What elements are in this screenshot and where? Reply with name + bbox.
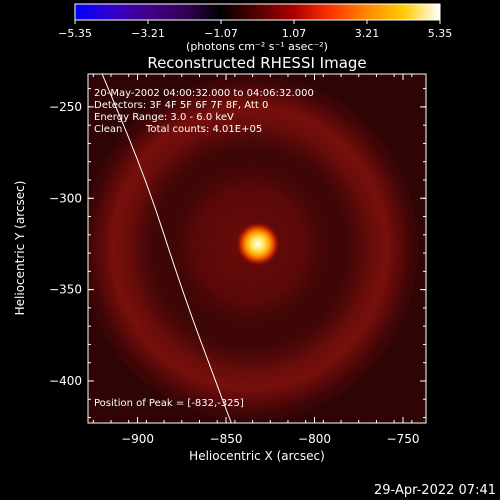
y-axis-ticks: −250 −300 −350 −400 — [49, 88, 426, 419]
y-tick-label: −350 — [49, 283, 82, 297]
peak-source — [235, 221, 280, 266]
annotation-detectors: Detectors: 3F 4F 5F 6F 7F 8F, Att 0 — [94, 100, 268, 111]
annotation-total-counts: Total counts: 4.01E+05 — [145, 124, 262, 135]
colorbar-tick-label: 1.07 — [282, 27, 307, 40]
solar-limb-line — [101, 74, 232, 423]
x-tick-label: −750 — [387, 432, 420, 446]
annotation-clean: Clean — [94, 124, 122, 135]
y-tick-label: −300 — [49, 191, 82, 205]
x-tick-label: −850 — [210, 432, 243, 446]
colorbar-tick-label: −5.35 — [58, 27, 92, 40]
colorbar: −5.35 −3.21 −1.07 1.07 3.21 5.35 (photons cm⁻… — [58, 3, 452, 53]
plot-frame — [87, 73, 427, 424]
x-tick-label: −900 — [121, 432, 154, 446]
annotation-time-range: 20-May-2002 04:00:32.000 to 04:06:32.000 — [94, 88, 314, 99]
annotation-block: 20-May-2002 04:00:32.000 to 04:06:32.000… — [94, 88, 314, 409]
x-axis-ticks: −900 −850 −800 −750 — [92, 74, 420, 446]
colorbar-unit-label: (photons cm⁻² s⁻¹ asec⁻²) — [186, 40, 328, 53]
colorbar-gradient — [74, 3, 441, 21]
colorbar-tick-label: 3.21 — [355, 27, 380, 40]
footer-timestamp: 29-Apr-2022 07:41 — [374, 483, 496, 498]
colorbar-tick-label: −3.21 — [131, 27, 165, 40]
annotation-peak-position: Position of Peak = [-832,-325] — [94, 398, 244, 409]
plot-area: 20-May-2002 04:00:32.000 to 04:06:32.000… — [49, 73, 427, 446]
y-tick-label: −400 — [49, 374, 82, 388]
x-tick-label: −800 — [298, 432, 331, 446]
image-content — [88, 74, 426, 423]
colorbar-ticks: −5.35 −3.21 −1.07 1.07 3.21 5.35 — [58, 20, 452, 40]
y-tick-label: −250 — [49, 100, 82, 114]
colorbar-tick-label: 5.35 — [428, 27, 453, 40]
colorbar-tick-label: −1.07 — [204, 27, 238, 40]
annotation-energy-range: Energy Range: 3.0 - 6.0 keV — [94, 112, 234, 123]
y-axis-label: Heliocentric Y (arcsec) — [13, 181, 27, 316]
x-axis-label: Heliocentric X (arcsec) — [189, 449, 325, 463]
chart-title: Reconstructed RHESSI Image — [147, 54, 366, 72]
